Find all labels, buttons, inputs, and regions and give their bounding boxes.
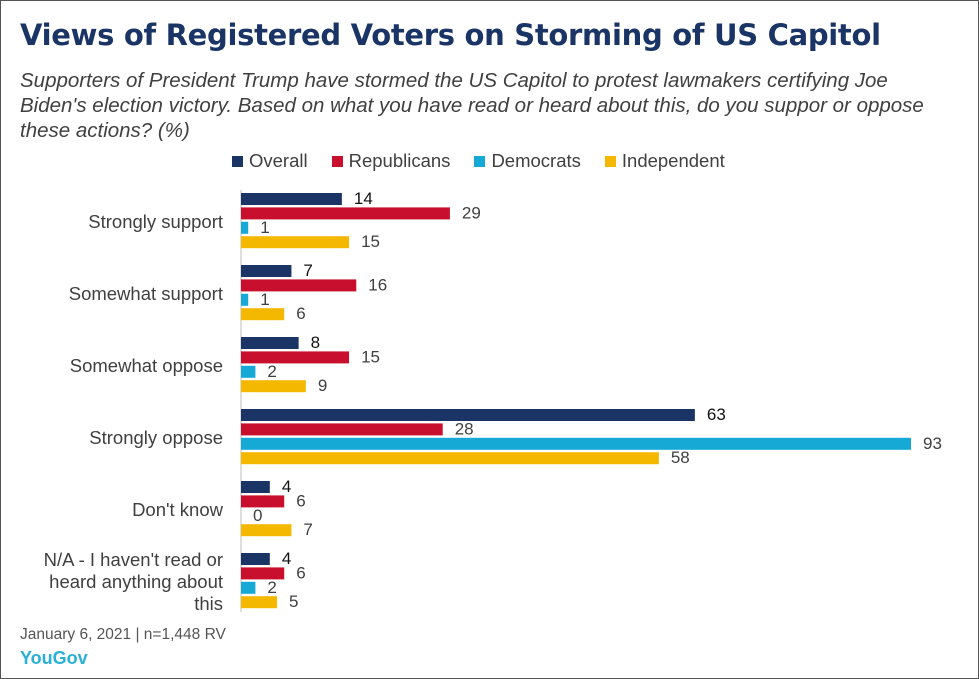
value-label-overall: 4 [282,549,291,568]
bar-republicans [241,207,450,220]
value-label-democrats: 1 [260,218,269,237]
category-label: Don't know [132,499,224,520]
value-label-republicans: 28 [455,419,474,438]
category-label: Somewhat oppose [70,355,223,376]
bar-overall [241,481,270,493]
value-label-republicans: 29 [462,203,481,222]
bar-overall [241,265,292,277]
bar-republicans [241,423,443,436]
legend-item-republicans: Republicans [331,150,451,172]
footer-date-sample: January 6, 2021 | n=1,448 RV [20,626,226,643]
legend-label-independent: Independent [621,150,725,171]
bar-independent [241,380,306,393]
bar-overall [241,337,299,349]
value-label-republicans: 6 [296,491,305,510]
value-label-republicans: 16 [368,275,387,294]
value-label-democrats: 93 [923,434,942,453]
bar-overall [241,409,695,421]
yougov-logo: YouGov [20,648,88,668]
bar-democrats [241,581,256,594]
category-label: Somewhat support [69,283,223,304]
value-label-independent: 9 [318,376,327,395]
category-label: Strongly oppose [89,427,223,448]
legend-swatch-independent [604,155,616,167]
value-label-overall: 14 [354,189,373,208]
bar-democrats [241,293,249,306]
legend-item-democrats: Democrats [474,150,581,172]
legend-label-overall: Overall [249,150,308,171]
bar-republicans [241,279,357,292]
value-label-republicans: 15 [361,347,380,366]
bar-independent [241,308,285,321]
legend-label-republicans: Republicans [348,150,451,171]
value-label-overall: 8 [311,333,320,352]
value-label-overall: 63 [707,405,726,424]
bar-democrats [241,221,249,234]
legend-item-independent: Independent [604,150,725,172]
chart-subtitle: Supporters of President Trump have storm… [20,69,924,142]
chart-title: Views of Registered Voters on Storming o… [20,18,881,52]
bar-independent [241,452,659,465]
value-label-democrats: 2 [267,578,276,597]
legend: Overall Republicans Democrats Independen… [232,150,749,172]
bar-independent [241,236,350,249]
value-label-democrats: 1 [260,290,269,309]
value-label-independent: 7 [303,520,312,539]
category-label: N/A - I haven't read or heard anything ab… [44,549,223,614]
legend-swatch-republicans [331,155,343,167]
bar-independent [241,596,278,609]
bar-independent [241,524,292,537]
value-label-overall: 4 [282,477,291,496]
value-label-democrats: 2 [267,362,276,381]
value-label-independent: 6 [296,304,305,323]
value-label-independent: 58 [671,448,690,467]
legend-label-democrats: Democrats [491,150,581,171]
bar-republicans [241,351,350,364]
legend-swatch-democrats [474,155,486,167]
bar-republicans [241,567,285,580]
value-label-independent: 15 [361,232,380,251]
bar-overall [241,193,342,205]
value-label-democrats: 0 [253,506,262,525]
legend-item-overall: Overall [232,150,308,172]
value-label-overall: 7 [303,261,312,280]
bar-republicans [241,495,285,508]
bar-democrats [241,437,911,450]
bar-overall [241,553,270,565]
category-label: Strongly support [88,211,223,232]
legend-swatch-overall [232,155,243,167]
value-label-republicans: 6 [296,563,305,582]
bar-democrats [241,365,256,378]
value-label-independent: 5 [289,592,298,611]
